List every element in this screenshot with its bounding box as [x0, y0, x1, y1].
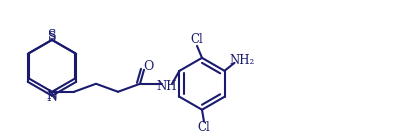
Text: N: N	[46, 89, 57, 102]
Text: Cl: Cl	[197, 121, 210, 134]
Text: N: N	[46, 91, 57, 104]
Text: NH₂: NH₂	[229, 54, 254, 67]
Text: O: O	[142, 60, 153, 73]
Text: NH: NH	[156, 80, 177, 93]
Text: Cl: Cl	[190, 33, 203, 46]
Text: S: S	[47, 29, 56, 42]
Text: S: S	[47, 31, 56, 44]
